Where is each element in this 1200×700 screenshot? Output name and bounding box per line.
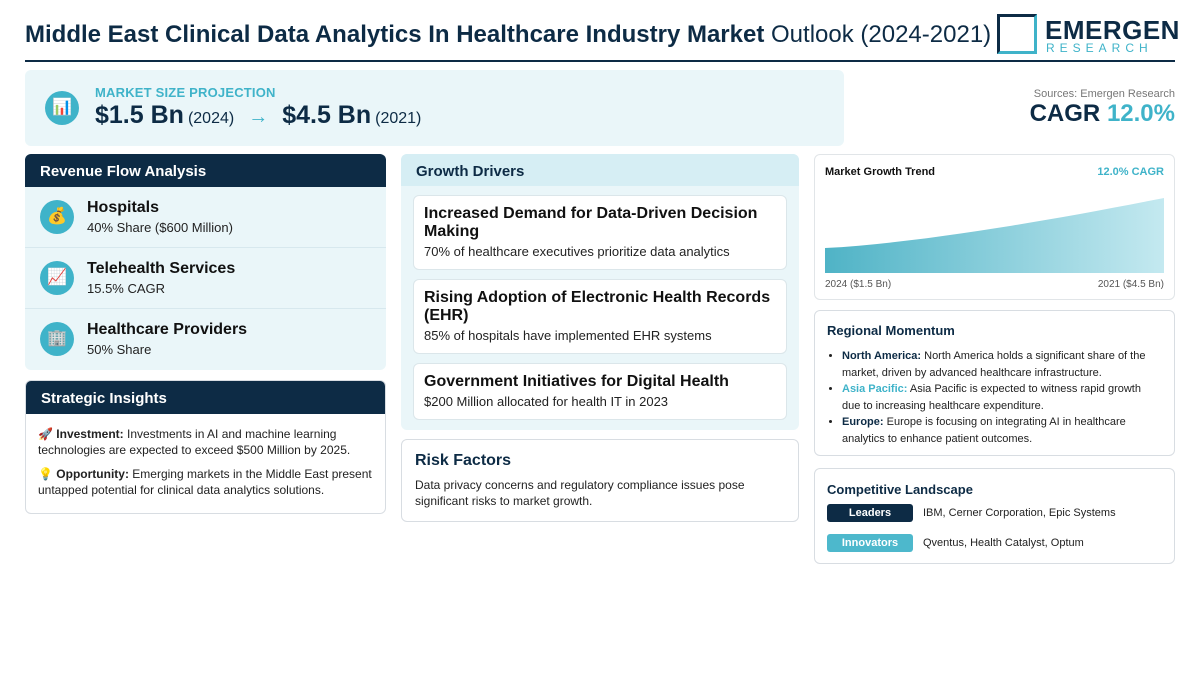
- strategic-insights-card: Strategic Insights 🚀 Investment: Investm…: [25, 380, 386, 514]
- lightbulb-icon: 💡: [38, 467, 53, 481]
- trend-area-svg: [825, 198, 1164, 273]
- driver-detail: 85% of hospitals have implemented EHR sy…: [424, 328, 712, 343]
- revenue-item-providers: 🏢 Healthcare Providers 50% Share: [25, 309, 386, 370]
- leaders-badge: Leaders: [827, 504, 913, 522]
- projection-start-year: (2024): [187, 110, 235, 127]
- revenue-flow-card: Revenue Flow Analysis 💰 Hospitals 40% Sh…: [25, 154, 386, 370]
- insight-label: Opportunity:: [56, 467, 129, 481]
- page-title-bold: Middle East Clinical Data Analytics In H…: [25, 21, 765, 48]
- regional-momentum-title: Regional Momentum: [827, 323, 955, 338]
- insight-opportunity: 💡 Opportunity: Emerging markets in the M…: [26, 466, 385, 498]
- market-growth-trend-chart: Market Growth Trend 12.0% CAGR 2024 ($1.…: [814, 154, 1175, 300]
- logo-name: EMERGEN: [1045, 15, 1180, 45]
- competitor-names: Qventus, Health Catalyst, Optum: [923, 537, 1084, 549]
- region-asia-pacific: Asia Pacific: Asia Pacific is expected t…: [842, 381, 1162, 414]
- cagr-label: CAGR: [1029, 100, 1101, 127]
- revenue-item-telehealth: 📈 Telehealth Services 15.5% CAGR: [25, 248, 386, 309]
- projection-label: MARKET SIZE PROJECTION: [95, 85, 276, 100]
- growth-drivers-title: Growth Drivers: [401, 154, 799, 186]
- chart-start-label: 2024 ($1.5 Bn): [825, 279, 892, 290]
- risk-factors-card: Risk Factors Data privacy concerns and r…: [401, 439, 799, 522]
- region-name: North America:: [842, 350, 922, 362]
- revenue-item-name: Healthcare Providers: [87, 321, 248, 338]
- region-north-america: North America: North America holds a sig…: [842, 348, 1162, 381]
- revenue-item-detail: 40% Share ($600 Million): [87, 220, 233, 235]
- regional-list: North America: North America holds a sig…: [827, 348, 1162, 447]
- projection-end-year: (2021): [375, 110, 422, 127]
- revenue-item-hospitals: 💰 Hospitals 40% Share ($600 Million): [25, 187, 386, 248]
- driver-title: Government Initiatives for Digital Healt…: [424, 373, 729, 390]
- chart-end-label: 2021 ($4.5 Bn): [1097, 279, 1164, 290]
- arrow-right-icon: →: [248, 106, 269, 128]
- revenue-item-name: Hospitals: [87, 199, 160, 216]
- region-text: North America holds a significant share …: [842, 350, 1146, 379]
- revenue-item-detail: 15.5% CAGR: [87, 281, 166, 296]
- risk-factors-text: Data privacy concerns and regulatory com…: [415, 478, 745, 508]
- cagr-summary: CAGR 12.0%: [1030, 100, 1175, 128]
- projection-end-value: $4.5 Bn: [282, 101, 372, 129]
- driver-item: Increased Demand for Data-Driven Decisio…: [413, 195, 787, 270]
- emergen-logo[interactable]: EMERGEN RESEARCH: [997, 13, 1179, 55]
- chart-title: Market Growth Trend: [825, 166, 936, 178]
- logo-mark-icon: [997, 14, 1037, 54]
- cagr-value: 12.0%: [1106, 100, 1175, 127]
- driver-title: Rising Adoption of Electronic Health Rec…: [424, 289, 771, 324]
- driver-title: Increased Demand for Data-Driven Decisio…: [424, 205, 758, 240]
- sources-note: Sources: Emergen Research: [1033, 88, 1175, 100]
- regional-momentum-card: Regional Momentum North America: North A…: [814, 310, 1175, 456]
- money-bag-icon: 💰: [40, 200, 74, 234]
- logo-subtitle: RESEARCH: [1046, 41, 1153, 55]
- trend-chart-icon: 📈: [40, 261, 74, 295]
- page-header: Middle East Clinical Data Analytics In H…: [25, 10, 1179, 62]
- risk-factors-title: Risk Factors: [415, 452, 512, 469]
- revenue-item-name: Telehealth Services: [87, 260, 236, 277]
- trend-area: [825, 198, 1164, 273]
- bar-chart-icon: 📊: [45, 91, 79, 125]
- revenue-item-detail: 50% Share: [87, 342, 152, 357]
- market-size-projection: 📊 MARKET SIZE PROJECTION $1.5 Bn (2024) → $…: [25, 70, 844, 146]
- region-name: Europe:: [842, 416, 884, 428]
- page-title-light: Outlook (2024-2021): [771, 21, 992, 48]
- insight-label: Investment:: [56, 427, 124, 441]
- competitor-row-leaders: Leaders IBM, Cerner Corporation, Epic Sy…: [827, 504, 1162, 528]
- chart-cagr-label: 12.0% CAGR: [1097, 166, 1164, 178]
- driver-item: Government Initiatives for Digital Healt…: [413, 363, 787, 420]
- strategic-insights-title: Strategic Insights: [26, 381, 385, 414]
- projection-start-value: $1.5 Bn: [95, 101, 184, 129]
- driver-detail: 70% of healthcare executives prioritize …: [424, 244, 730, 259]
- competitor-row-innovators: Innovators Qventus, Health Catalyst, Opt…: [827, 534, 1162, 558]
- driver-item: Rising Adoption of Electronic Health Rec…: [413, 279, 787, 354]
- rocket-icon: 🚀: [38, 427, 53, 441]
- growth-drivers-card: Growth Drivers Increased Demand for Data…: [401, 154, 799, 430]
- revenue-flow-title: Revenue Flow Analysis: [25, 154, 386, 187]
- region-europe: Europe: Europe is focusing on integratin…: [842, 414, 1162, 447]
- insight-text: Emerging markets in the Middle East pres…: [38, 467, 372, 497]
- projection-values: $1.5 Bn (2024) → $4.5 Bn (2021): [95, 101, 421, 130]
- insight-text: Investments in AI and machine learning t…: [38, 427, 351, 457]
- region-name: Asia Pacific:: [842, 383, 908, 395]
- competitive-landscape-card: Competitive Landscape Leaders IBM, Cerne…: [814, 468, 1175, 564]
- innovators-badge: Innovators: [827, 534, 913, 552]
- region-text: Europe is focusing on integrating AI in …: [842, 416, 1126, 445]
- competitor-names: IBM, Cerner Corporation, Epic Systems: [923, 507, 1116, 519]
- building-icon: 🏢: [40, 322, 74, 356]
- driver-detail: $200 Million allocated for health IT in …: [424, 394, 669, 409]
- page-title: Middle East Clinical Data Analytics In H…: [25, 21, 991, 49]
- insight-investment: 🚀 Investment: Investments in AI and mach…: [26, 426, 385, 458]
- competitive-landscape-title: Competitive Landscape: [827, 482, 973, 497]
- region-text: Asia Pacific is expected to witness rapi…: [842, 383, 1141, 412]
